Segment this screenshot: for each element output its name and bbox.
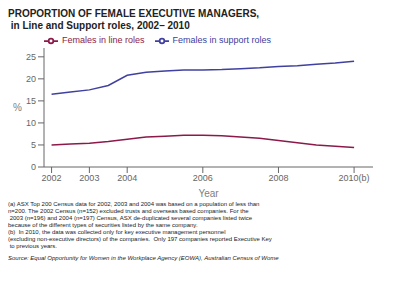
svg-text:2004: 2004 (117, 173, 137, 183)
svg-text:20: 20 (26, 74, 36, 84)
svg-text:15: 15 (26, 96, 36, 106)
html-text:(excluding non-executive direc: (excluding non-executive directors) of t… (8, 236, 272, 242)
svg-text:25: 25 (26, 52, 36, 62)
html-text:(b) In 2010, the data was coll: (b) In 2010, the data was collected only… (8, 229, 226, 235)
svg-text:0: 0 (31, 162, 36, 172)
svg-text:2008: 2008 (268, 173, 288, 183)
html-text:because of the different types: because of the different types of securi… (8, 222, 198, 228)
html-text:Females in support roles: Females in support roles (172, 35, 272, 46)
svg-text:2006: 2006 (193, 173, 213, 183)
svg-text:10: 10 (26, 118, 36, 128)
html-text:PROPORTION OF FEMALE EXECUTIVE: PROPORTION OF FEMALE EXECUTIVE MANAGERS, (8, 8, 260, 19)
html-text:2003 (n=196) and 2004 (n=197): 2003 (n=196) and 2004 (n=197) Census, AS… (8, 215, 253, 221)
svg-text:2002: 2002 (42, 173, 62, 183)
html-text:Females in line roles: Females in line roles (62, 35, 145, 46)
html-text:to previous years.: to previous years. (8, 243, 57, 249)
html-text:n=200. The 2002 Census (n=152): n=200. The 2002 Census (n=152) excluded … (8, 208, 249, 214)
html-text:in Line and Support roles, 200: in Line and Support roles, 2002– 2010 (8, 20, 190, 31)
svg-text:2003: 2003 (79, 173, 99, 183)
html-text:Source: Equal Opportunity for: Source: Equal Opportunity for Women in t… (8, 255, 279, 261)
svg-text:%: % (13, 102, 22, 113)
svg-text:Year: Year (198, 188, 219, 197)
svg-text:5: 5 (31, 140, 36, 150)
html-text:(a) ASX Top 200 Census data fo: (a) ASX Top 200 Census data for 2002, 20… (8, 201, 260, 207)
svg-text:2010(b): 2010(b) (339, 173, 370, 183)
